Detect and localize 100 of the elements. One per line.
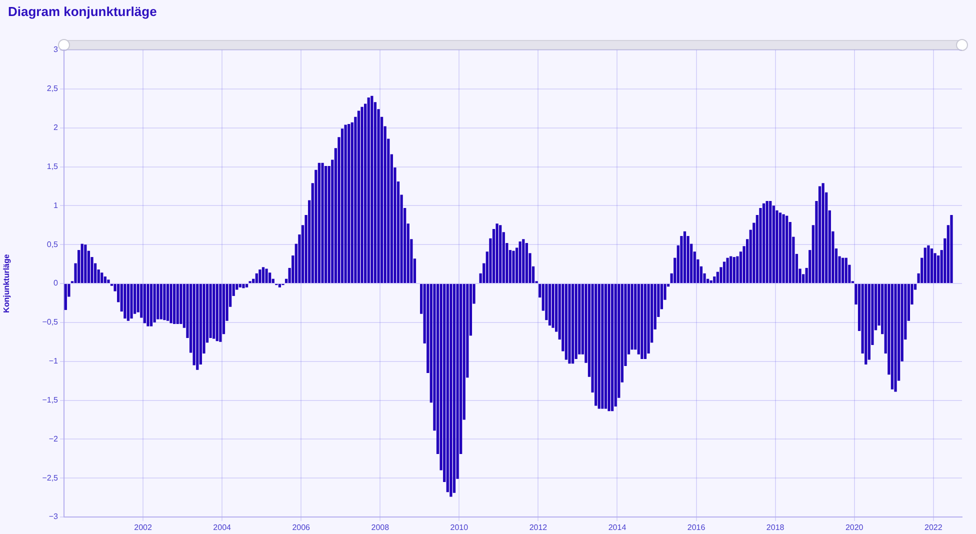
bar (255, 273, 258, 283)
bar (950, 215, 953, 283)
y-tick-label: 1,5 (46, 162, 59, 171)
y-axis-title: Konjunkturläge (2, 254, 12, 313)
bar (160, 284, 162, 320)
y-tick-label: 3 (54, 45, 59, 54)
x-tick-label: 2014 (608, 523, 627, 532)
bar (126, 284, 130, 321)
bar (594, 284, 598, 406)
bar (348, 124, 350, 283)
bar (344, 124, 347, 283)
y-tick-label: −1,5 (42, 395, 59, 404)
bar (176, 284, 179, 324)
bar (548, 284, 552, 326)
bar (571, 284, 574, 364)
bar (321, 162, 324, 283)
bar (143, 284, 146, 324)
bar (499, 225, 502, 283)
bar (894, 284, 897, 392)
bar (726, 258, 729, 283)
bar (568, 284, 571, 364)
bar (864, 284, 868, 364)
bar (367, 97, 370, 283)
y-tick-label: −1 (48, 356, 59, 366)
bar (564, 284, 568, 360)
bar (238, 284, 242, 288)
bar (598, 284, 600, 409)
bar (818, 186, 822, 283)
bar (683, 231, 686, 283)
y-tick-label: 2 (54, 123, 59, 132)
bar (163, 284, 166, 320)
bar (890, 284, 894, 390)
bar (324, 166, 328, 283)
bar (80, 244, 84, 283)
chart-title: Diagram konjunkturläge (8, 4, 157, 19)
bar (170, 284, 172, 324)
bar (130, 284, 133, 319)
bar (219, 284, 222, 342)
bar (778, 212, 782, 283)
bar (100, 272, 104, 283)
x-tick-label: 2012 (529, 523, 548, 532)
bar (150, 284, 153, 326)
bar (153, 284, 156, 322)
bar (525, 243, 528, 283)
bar (610, 284, 614, 412)
bar (357, 110, 360, 283)
y-tick-label: 1 (54, 200, 59, 210)
x-tick-label: 2002 (134, 523, 152, 532)
x-tick-label: 2018 (766, 523, 785, 532)
bar (822, 183, 824, 283)
x-tick-label: 2004 (213, 523, 232, 532)
bar (552, 284, 554, 328)
bar (782, 214, 785, 283)
bar (786, 216, 788, 283)
bar (196, 284, 199, 370)
bar (166, 284, 170, 321)
bar (640, 284, 644, 359)
bar (64, 284, 67, 310)
bar (518, 241, 522, 283)
bar (258, 269, 262, 283)
bar (842, 258, 844, 283)
bar (265, 268, 268, 283)
bar (496, 224, 498, 283)
bar (360, 106, 364, 283)
y-tick-label: −0,5 (42, 318, 59, 327)
bar (104, 276, 106, 283)
bar (212, 284, 216, 339)
bar (512, 250, 515, 283)
bar (107, 280, 110, 283)
bar (242, 284, 245, 288)
x-tick-label: 2022 (924, 523, 943, 532)
bar (216, 284, 218, 342)
bar (762, 203, 766, 283)
x-tick-label: 2010 (450, 523, 469, 532)
bar (927, 245, 930, 283)
bar (644, 284, 647, 359)
y-tick-label: −2,5 (42, 473, 59, 482)
y-tick-label: −2 (48, 434, 59, 444)
x-tick-label: 2020 (845, 523, 864, 532)
bar (173, 284, 176, 324)
bar (268, 272, 272, 283)
bar (146, 284, 150, 326)
bar (370, 96, 374, 283)
bar (930, 248, 934, 283)
bar (730, 256, 732, 283)
bar (608, 284, 610, 412)
bar (262, 267, 265, 283)
bar (769, 200, 772, 283)
bar (245, 284, 248, 288)
bar (522, 239, 525, 283)
bar (452, 284, 456, 493)
bar (450, 284, 452, 497)
bar (732, 257, 736, 283)
bar (924, 248, 926, 283)
x-tick-label: 2006 (292, 523, 311, 532)
bar (604, 284, 608, 409)
bar (340, 128, 344, 283)
bar (278, 284, 282, 288)
bar (766, 200, 768, 283)
bar (713, 276, 716, 283)
